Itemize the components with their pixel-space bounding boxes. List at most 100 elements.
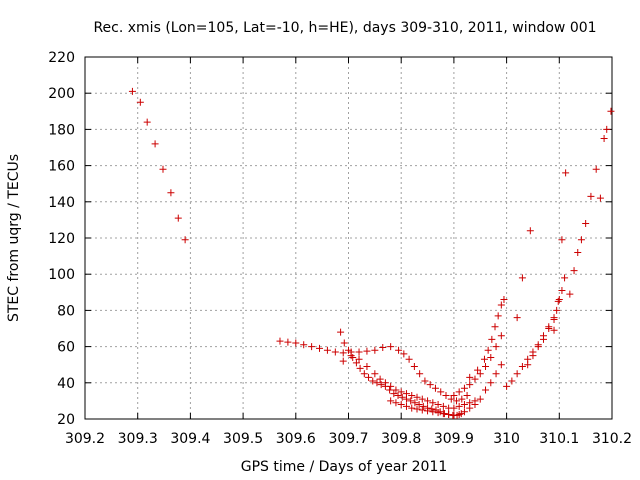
- data-point: [159, 165, 167, 173]
- data-point: [410, 363, 418, 371]
- x-tick-label: 310: [493, 431, 520, 447]
- data-point: [492, 370, 500, 378]
- y-tick-label: 20: [57, 412, 75, 428]
- data-point: [424, 407, 432, 415]
- y-tick-label: 220: [48, 50, 75, 66]
- data-point: [494, 312, 502, 320]
- data-point: [181, 236, 189, 244]
- data-point: [408, 404, 416, 412]
- x-tick-label: 309.7: [328, 431, 368, 447]
- data-point: [395, 346, 403, 354]
- data-point: [143, 118, 151, 126]
- axis-ticks: 309.2 309.3 309.4 309.5 309.6 309.7 309.8 309.9…: [48, 50, 632, 447]
- data-point: [339, 349, 347, 357]
- data-point: [526, 227, 534, 235]
- data-point: [487, 353, 495, 361]
- data-point: [337, 328, 345, 336]
- x-axis-label: GPS time / Days of year 2011: [241, 459, 448, 475]
- data-point: [373, 379, 381, 387]
- data-point: [476, 370, 484, 378]
- data-point: [566, 290, 574, 298]
- x-tick-label: 310.1: [539, 431, 579, 447]
- data-point: [413, 405, 421, 413]
- data-point: [474, 366, 482, 374]
- data-point: [550, 326, 558, 334]
- x-tick-label: 309.2: [65, 431, 105, 447]
- data-point: [421, 377, 429, 385]
- data-point: [407, 397, 415, 405]
- data-point: [439, 410, 447, 418]
- data-point: [323, 346, 331, 354]
- data-point: [415, 401, 423, 409]
- data-point: [347, 352, 355, 360]
- data-point: [466, 381, 474, 389]
- data-point: [397, 388, 405, 396]
- data-point: [308, 343, 316, 351]
- data-point: [482, 386, 490, 394]
- data-point: [596, 194, 604, 202]
- data-point: [349, 353, 357, 361]
- data-point: [545, 325, 553, 332]
- data-point: [554, 297, 562, 305]
- data-point: [587, 192, 595, 200]
- data-point: [387, 343, 395, 351]
- data-point: [442, 391, 450, 399]
- data-point: [379, 344, 387, 352]
- data-point: [455, 402, 463, 410]
- data-point: [524, 361, 532, 369]
- data-point: [151, 140, 159, 148]
- data-point: [450, 404, 458, 412]
- data-point: [500, 296, 508, 304]
- data-point: [582, 220, 590, 228]
- data-point: [340, 339, 348, 347]
- data-point: [174, 214, 182, 222]
- chart-title: Rec. xmis (Lon=105, Lat=-10, h=HE), days…: [93, 20, 596, 36]
- data-point: [300, 341, 308, 349]
- data-point: [413, 393, 421, 401]
- data-point: [458, 395, 466, 403]
- data-point: [292, 339, 300, 347]
- y-tick-label: 140: [48, 195, 75, 211]
- data-point: [371, 370, 379, 378]
- data-point: [450, 391, 458, 399]
- data-point: [386, 386, 394, 394]
- data-point: [513, 370, 521, 378]
- data-point: [381, 379, 389, 387]
- data-point: [390, 390, 398, 398]
- x-tick-label: 310.2: [592, 431, 632, 447]
- data-point: [394, 391, 402, 399]
- data-point: [529, 352, 537, 360]
- data-point: [429, 408, 437, 416]
- x-tick-label: 309.6: [276, 431, 316, 447]
- x-tick-label: 309.5: [223, 431, 263, 447]
- data-point: [439, 402, 447, 410]
- data-point: [284, 338, 292, 346]
- data-point: [518, 274, 526, 282]
- data-point: [460, 401, 468, 409]
- data-point: [400, 350, 408, 358]
- data-point: [402, 390, 410, 398]
- data-point: [426, 381, 434, 389]
- data-point: [408, 391, 416, 399]
- data-point: [471, 401, 479, 409]
- data-point: [371, 346, 379, 354]
- data-point: [553, 306, 561, 314]
- data-point: [534, 343, 542, 351]
- data-point: [607, 107, 615, 115]
- data-point: [453, 397, 461, 405]
- data-point: [411, 399, 419, 407]
- y-tick-label: 180: [48, 122, 75, 138]
- data-point: [416, 370, 424, 378]
- data-point: [460, 408, 468, 416]
- data-point: [487, 379, 495, 387]
- data-point: [345, 346, 352, 354]
- data-point: [497, 301, 505, 309]
- data-point: [603, 125, 611, 133]
- data-point: [539, 335, 547, 343]
- data-point: [276, 337, 284, 345]
- y-tick-label: 100: [48, 267, 75, 283]
- data-point: [356, 364, 364, 372]
- data-point: [434, 409, 442, 417]
- data-point: [503, 382, 511, 390]
